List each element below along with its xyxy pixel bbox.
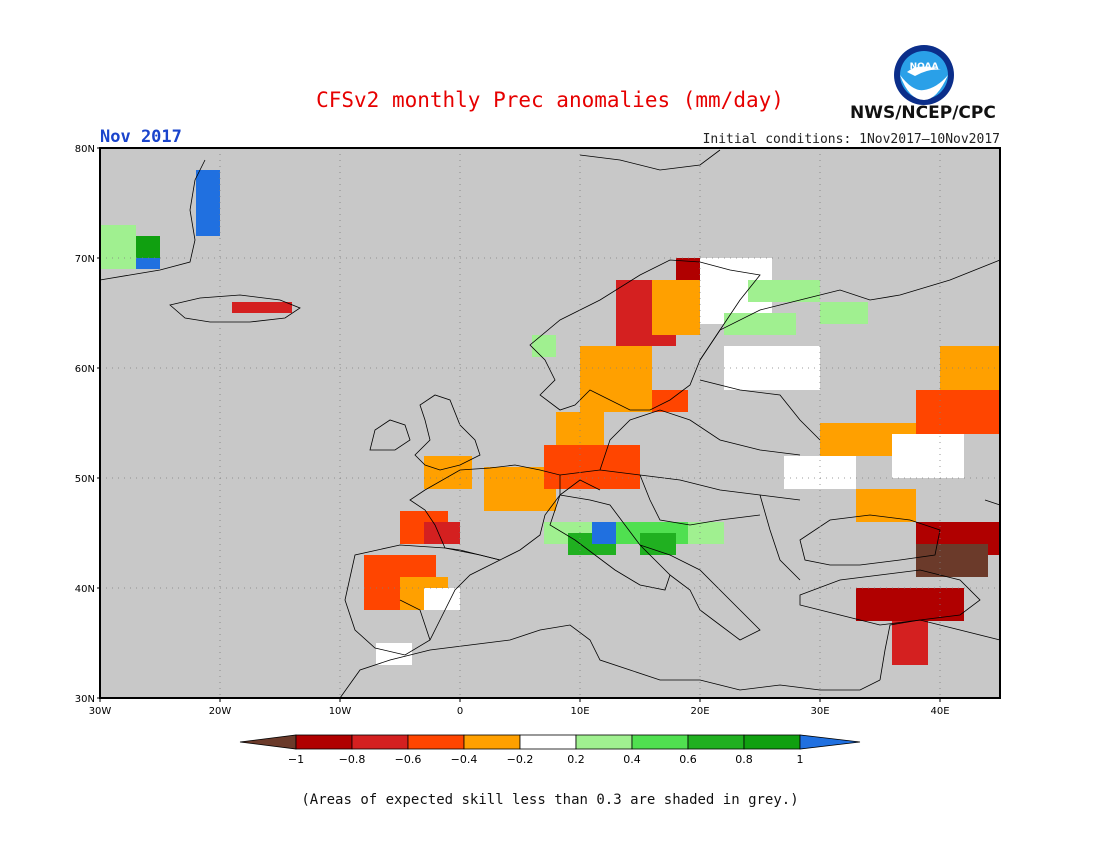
anomaly-cell [856, 588, 964, 621]
colorbar-label: 0.6 [679, 753, 697, 766]
colorbar-label: −0.4 [451, 753, 478, 766]
colorbar-segment [575, 734, 633, 750]
latitude-label: 30N [75, 694, 95, 705]
forecast-month-label: Nov 2017 [100, 127, 182, 147]
anomaly-cell [748, 280, 820, 302]
anomaly-cell [592, 522, 616, 544]
anomaly-cell [196, 170, 220, 236]
colorbar-segment [463, 734, 521, 750]
longitude-label: 30E [810, 706, 829, 717]
colorbar-label: −0.8 [339, 753, 366, 766]
anomaly-cell [724, 313, 796, 335]
anomaly-cell [100, 225, 136, 269]
anomaly-cell [652, 390, 688, 412]
anomaly-cell [424, 588, 460, 610]
latitude-label: 60N [75, 364, 95, 375]
anomaly-cell [892, 621, 928, 665]
map-title: CFSv2 monthly Prec anomalies (mm/day) [316, 88, 784, 112]
colorbar-min-arrow [239, 734, 297, 750]
anomaly-cell [532, 335, 556, 357]
graticule [100, 148, 1000, 698]
latitude-label: 50N [75, 474, 95, 485]
anomaly-cell [652, 280, 700, 335]
noaa-logo-icon: NOAA [894, 45, 954, 105]
longitude-label: 40E [930, 706, 949, 717]
latitude-label: 40N [75, 584, 95, 595]
colorbar-segment [407, 734, 465, 750]
anomaly-cell [916, 390, 1000, 434]
anomaly-cells [100, 170, 1000, 665]
anomaly-cell [688, 522, 724, 544]
longitude-label: 20W [209, 706, 232, 717]
colorbar-segment [519, 734, 577, 750]
svg-text:NOAA: NOAA [910, 62, 939, 72]
latitude-label: 70N [75, 254, 95, 265]
longitude-label: 0 [457, 706, 463, 717]
colorbar-label: 0.2 [567, 753, 585, 766]
colorbar-label: 1 [797, 753, 804, 766]
longitude-label: 30W [89, 706, 112, 717]
anomaly-cell [580, 346, 652, 412]
colorbar-label: −0.6 [395, 753, 422, 766]
colorbar-segment [687, 734, 745, 750]
colorbar-label: −1 [288, 753, 304, 766]
latitude-label: 80N [75, 144, 95, 155]
colorbar-segment [351, 734, 409, 750]
anomaly-cell [916, 544, 988, 577]
colorbar-segment [295, 734, 353, 750]
longitude-label: 10E [570, 706, 589, 717]
map-frame [99, 147, 1001, 699]
agency-label: NWS/NCEP/CPC [850, 103, 996, 123]
anomaly-cell [892, 434, 964, 478]
anomaly-cell [544, 445, 640, 489]
colorbar-label: 0.4 [623, 753, 641, 766]
anomaly-cell [556, 412, 604, 445]
anomaly-cell [364, 555, 436, 577]
skill-footnote: (Areas of expected skill less than 0.3 a… [301, 792, 799, 808]
anomaly-cell [640, 533, 676, 555]
longitude-label: 10W [329, 706, 352, 717]
anomaly-cell [424, 522, 460, 544]
colorbar-segment [743, 734, 801, 750]
colorbar [239, 734, 861, 750]
colorbar-label: 0.8 [735, 753, 753, 766]
anomaly-cell [820, 302, 868, 324]
colorbar-label: −0.2 [507, 753, 534, 766]
coastlines [99, 149, 1001, 699]
anomaly-cell [376, 643, 412, 665]
colorbar-max-arrow [799, 734, 861, 750]
initial-conditions-label: Initial conditions: 1Nov2017–10Nov2017 [702, 132, 1000, 147]
anomaly-cell [856, 489, 916, 522]
anomaly-cell [232, 302, 292, 313]
longitude-label: 20E [690, 706, 709, 717]
colorbar-segment [631, 734, 689, 750]
anomaly-cell [424, 456, 472, 489]
anomaly-cell [136, 258, 160, 269]
